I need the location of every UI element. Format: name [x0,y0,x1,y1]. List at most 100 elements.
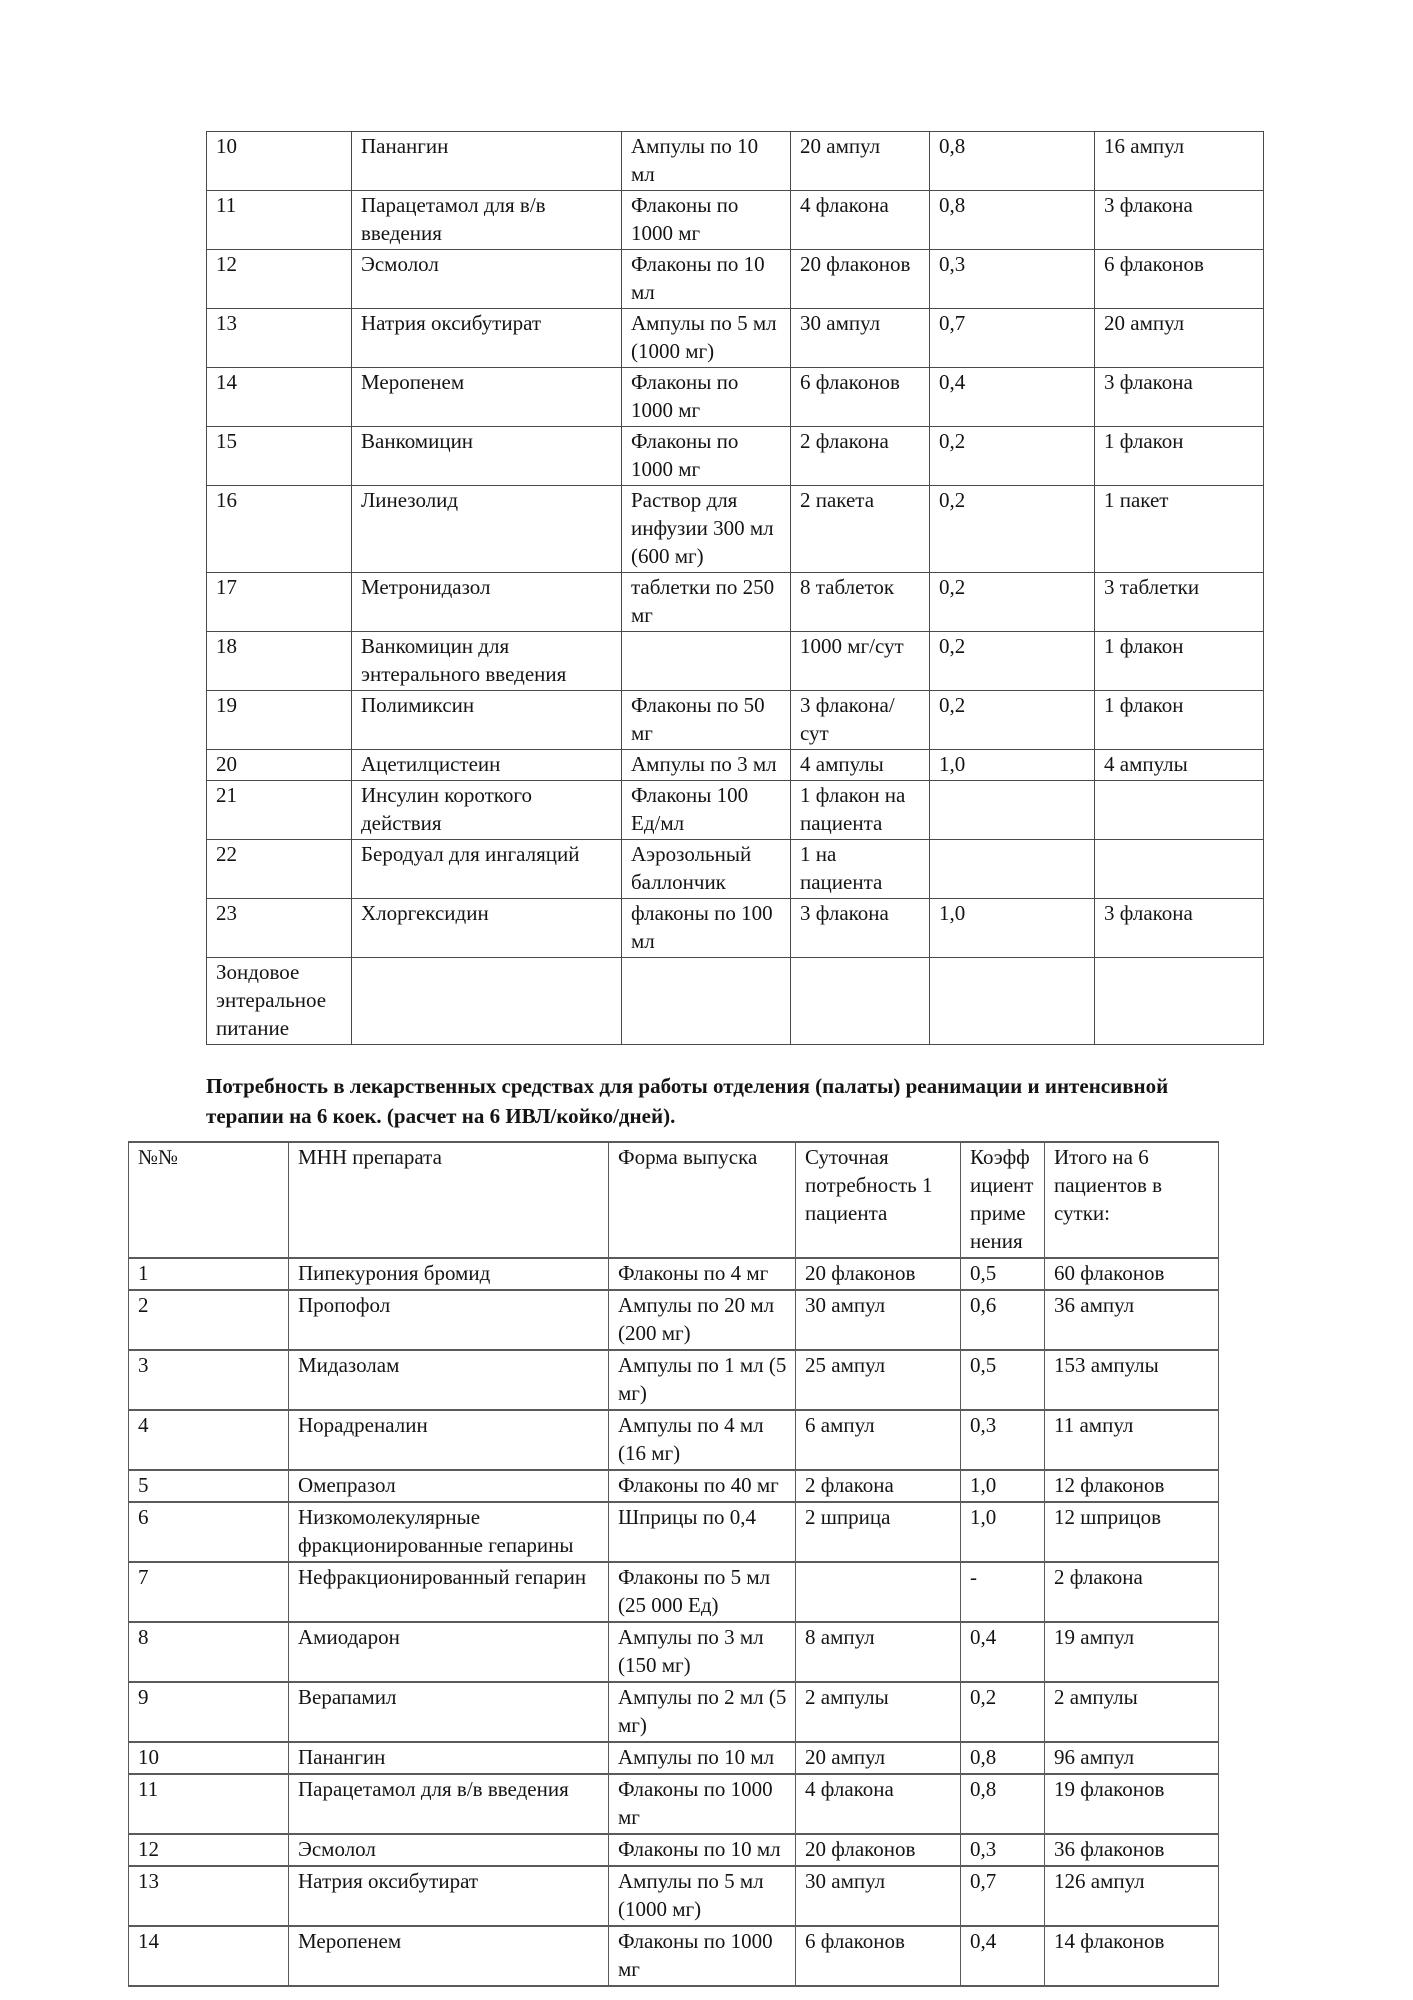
table-cell: Пипекурония бромид [288,1257,609,1291]
table-cell: Ампулы по 10 мл [621,131,791,191]
table-cell: Эсмолол [288,1833,609,1867]
table-cell: 13 [128,1865,289,1927]
table-cell: Шприцы по 0,4 [608,1501,796,1563]
table-cell: Зондовое энтеральное питание [206,957,352,1045]
table-cell: Эсмолол [351,249,622,309]
table-cell [929,839,1095,899]
table-cell: Ампулы по 4 мл (16 мг) [608,1409,796,1471]
table-cell: Панангин [351,131,622,191]
table-cell [795,1561,961,1623]
section-heading: Потребность в лекарственных средствах дл… [206,1071,1326,1131]
table-cell: Натрия оксибутират [288,1865,609,1927]
column-header-total: Итого на 6 пациентов в сутки: [1044,1141,1219,1259]
table-cell: 2 ампулы [795,1681,961,1743]
table-cell: 0,8 [929,131,1095,191]
table-cell: 2 пакета [790,485,930,573]
table-cell: 3 флакона [1094,898,1264,958]
table-cell [790,957,930,1045]
table-cell: Флаконы по 1000 мг [608,1925,796,1987]
table-cell: 1 на пациента [790,839,930,899]
table-row: Зондовое энтеральное питание [206,957,1264,1045]
table-row: 7 Нефракционированный гепарин Флаконы по 5… [128,1561,1219,1623]
table-cell: 9 [128,1681,289,1743]
table-cell: 14 [128,1925,289,1987]
table-cell: 13 [206,308,352,368]
table-cell: 1 флакон [1094,426,1264,486]
table-cell: Раствор для инфузии 300 мл (600 мг) [621,485,791,573]
table-cell [1094,780,1264,840]
table-row: 21 Инсулин короткого действия Флаконы 100 … [206,780,1264,840]
table-cell: 20 ампул [1094,308,1264,368]
table-cell: 5 [128,1469,289,1503]
table-cell: Амиодарон [288,1621,609,1683]
table-cell: Флаконы по 1000 мг [608,1773,796,1835]
table-cell: 18 [206,631,352,691]
table-cell: Флаконы по 5 мл (25 000 Ед) [608,1561,796,1623]
table-cell: Флаконы по 1000 мг [621,367,791,427]
table-cell: 0,5 [960,1349,1045,1411]
header-row: №№ МНН препарата Форма выпуска Суточная … [128,1141,1219,1259]
table-cell: Норадреналин [288,1409,609,1471]
table-cell: 19 ампул [1044,1621,1219,1683]
table-cell: 1 флакон [1094,631,1264,691]
table-cell: 0,2 [929,426,1095,486]
table-cell [929,957,1095,1045]
table-cell: 16 ампул [1094,131,1264,191]
table-cell: Меропенем [288,1925,609,1987]
table-cell: 4 ампулы [790,749,930,781]
table-cell: 21 [206,780,352,840]
table-cell: таблетки по 250 мг [621,572,791,632]
table-cell: Ампулы по 2 мл (5 мг) [608,1681,796,1743]
table-cell: 0,3 [929,249,1095,309]
table-cell [351,957,622,1045]
table-cell: Ванкомицин для энтерального введения [351,631,622,691]
table-row: 22 Беродуал для ингаляций Аэрозольный балл… [206,839,1264,899]
table-cell: Полимиксин [351,690,622,750]
table-cell: 3 таблетки [1094,572,1264,632]
table-row: 10 Панангин Ампулы по 10 мл 20 ампул 0,8 96 а… [128,1741,1219,1775]
table-row: 18 Ванкомицин для энтерального введения 10… [206,631,1264,691]
table-cell: 20 ампул [795,1741,961,1775]
table-cell: Ампулы по 1 мл (5 мг) [608,1349,796,1411]
table-cell: 4 ампулы [1094,749,1264,781]
table-cell: 1,0 [960,1501,1045,1563]
table-cell: 1 пакет [1094,485,1264,573]
column-header-inn: МНН препарата [288,1141,609,1259]
table-cell: Ванкомицин [351,426,622,486]
table-cell: Флаконы по 1000 мг [621,426,791,486]
table-cell: 0,2 [929,690,1095,750]
table-cell: 10 [206,131,352,191]
table-cell: 0,4 [929,367,1095,427]
table-row: 3 Мидазолам Ампулы по 1 мл (5 мг) 25 ампул 0… [128,1349,1219,1411]
table-cell: 0,8 [929,190,1095,250]
table-cell: 19 флаконов [1044,1773,1219,1835]
table-row: 1 Пипекурония бромид Флаконы по 4 мг 20 фла… [128,1257,1219,1291]
table-row: 5 Омепразол Флаконы по 40 мг 2 флакона 1,0 12… [128,1469,1219,1503]
table-cell: 2 шприца [795,1501,961,1563]
table-cell: Пропофол [288,1289,609,1351]
table-cell: 36 флаконов [1044,1833,1219,1867]
table-cell: 0,2 [929,572,1095,632]
table-cell [929,780,1095,840]
table-cell: Ампулы по 3 мл (150 мг) [608,1621,796,1683]
table-cell: 153 ампулы [1044,1349,1219,1411]
table-cell: 25 ампул [795,1349,961,1411]
table-cell: 1,0 [929,749,1095,781]
table-cell: 15 [206,426,352,486]
table-cell: 0,8 [960,1741,1045,1775]
table-cell: Верапамил [288,1681,609,1743]
table-cell: 1,0 [929,898,1095,958]
table-cell: Парацетамол для в/в введения [351,190,622,250]
table-cell: Омепразол [288,1469,609,1503]
table-row: 11 Парацетамол для в/в введения Флаконы по… [128,1773,1219,1835]
table-cell: 20 [206,749,352,781]
table-cell: 14 флаконов [1044,1925,1219,1987]
table-cell: 1,0 [960,1469,1045,1503]
table-cell: 12 шприцов [1044,1501,1219,1563]
table-cell: Флаконы по 1000 мг [621,190,791,250]
table-cell: Ампулы по 3 мл [621,749,791,781]
table-row: 13 Натрия оксибутират Ампулы по 5 мл (1000… [128,1865,1219,1927]
table-cell: Флаконы по 50 мг [621,690,791,750]
column-header-form: Форма выпуска [608,1141,796,1259]
table-cell: 4 флакона [790,190,930,250]
